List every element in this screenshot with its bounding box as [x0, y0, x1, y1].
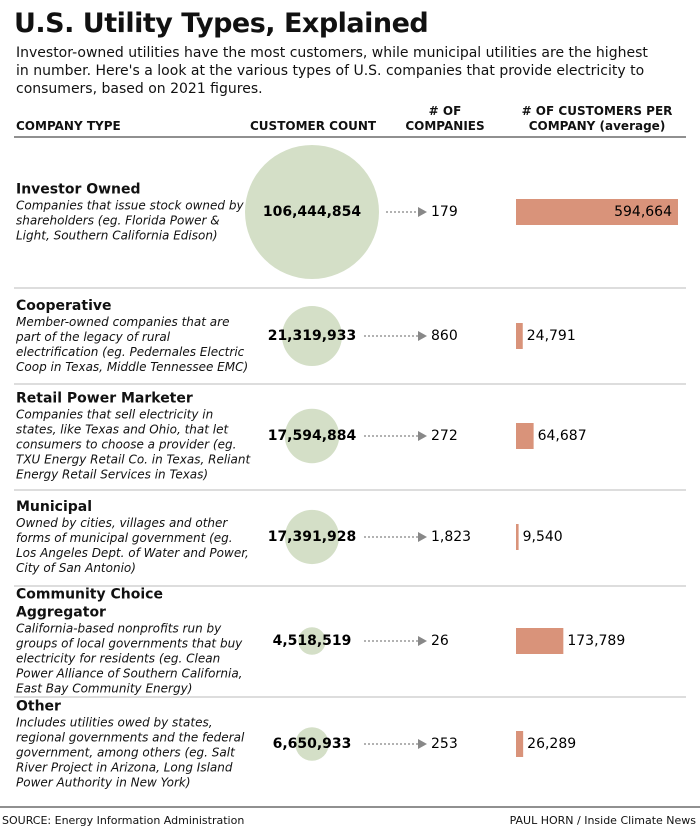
row-label: Community Choice Aggregator California-ba…: [16, 586, 251, 697]
category-description: Includes utilities owed by states, regio…: [16, 715, 245, 790]
company-count: 272: [431, 428, 458, 444]
arrow-head: [418, 739, 427, 749]
avg-bar: [516, 524, 519, 550]
avg-bar: [516, 199, 678, 225]
row-label: Municipal Owned by cities, villages and o…: [16, 498, 251, 576]
category-name: Investor Owned: [16, 181, 141, 198]
customer-count-label: 17,391,928: [268, 529, 357, 545]
row-label: Retail Power Marketer Companies that sell…: [16, 390, 251, 483]
company-count: 1,823: [431, 529, 471, 545]
arrow-head: [418, 431, 427, 441]
category-description: Member-owned companies that are part of …: [16, 315, 249, 374]
category-name: Community Choice Aggregator: [16, 586, 163, 621]
avg-bar: [516, 628, 564, 654]
category-name: Cooperative: [16, 298, 112, 314]
company-count: 179: [431, 204, 458, 220]
avg-label: 24,791: [527, 328, 576, 344]
customer-count-label: 17,594,884: [268, 428, 357, 444]
row-label: Other Includes utilities owed by states, …: [16, 698, 251, 791]
avg-label: 26,289: [527, 736, 576, 752]
column-header: COMPANY TYPE: [16, 119, 121, 133]
title: U.S. Utility Types, Explained: [14, 8, 429, 39]
row-label: Cooperative Member-owned companies that a…: [16, 297, 251, 375]
customer-count-label: 21,319,933: [268, 328, 357, 344]
row-label: Investor Owned Companies that issue stock…: [16, 181, 251, 244]
category-name: Municipal: [16, 499, 93, 515]
subtitle: Investor-owned utilities have the most c…: [16, 45, 648, 97]
column-header: # OF COMPANIES: [405, 104, 485, 133]
column-header: CUSTOMER COUNT: [250, 119, 377, 133]
avg-label: 9,540: [523, 529, 563, 545]
avg-label: 173,789: [567, 633, 625, 649]
avg-bar: [516, 423, 534, 449]
customer-count-label: 106,444,854: [263, 204, 362, 220]
customer-bubble: [245, 145, 379, 279]
customer-count-label: 4,518,519: [273, 633, 352, 649]
arrow-head: [418, 636, 427, 646]
avg-label: 594,664: [614, 204, 672, 220]
customer-bubble: [298, 627, 326, 655]
company-count: 860: [431, 328, 458, 344]
customer-bubble: [282, 306, 342, 366]
category-name: Retail Power Marketer: [16, 390, 193, 407]
credit: PAUL HORN / Inside Climate News: [509, 814, 696, 827]
avg-bar: [516, 323, 523, 349]
avg-bar: [516, 731, 524, 757]
category-description: Companies that sell electricity in state…: [16, 407, 251, 482]
category-name: Other: [16, 698, 61, 715]
company-count: 26: [431, 633, 449, 649]
category-description: Companies that issue stock owned by shar…: [16, 198, 244, 243]
column-header: # OF CUSTOMERS PER COMPANY (average): [521, 104, 673, 133]
arrow-head: [418, 207, 427, 217]
customer-bubble: [284, 408, 340, 464]
source: SOURCE: Energy Information Administratio…: [2, 814, 245, 827]
arrow-head: [418, 532, 427, 542]
company-count: 253: [431, 736, 458, 752]
customer-bubble: [295, 727, 329, 761]
customer-bubble: [284, 509, 340, 565]
avg-label: 64,687: [538, 428, 587, 444]
category-description: California-based nonprofits run by group…: [16, 621, 243, 696]
category-description: Owned by cities, villages and other form…: [16, 516, 249, 575]
customer-count-label: 6,650,933: [273, 736, 352, 752]
arrow-head: [418, 331, 427, 341]
